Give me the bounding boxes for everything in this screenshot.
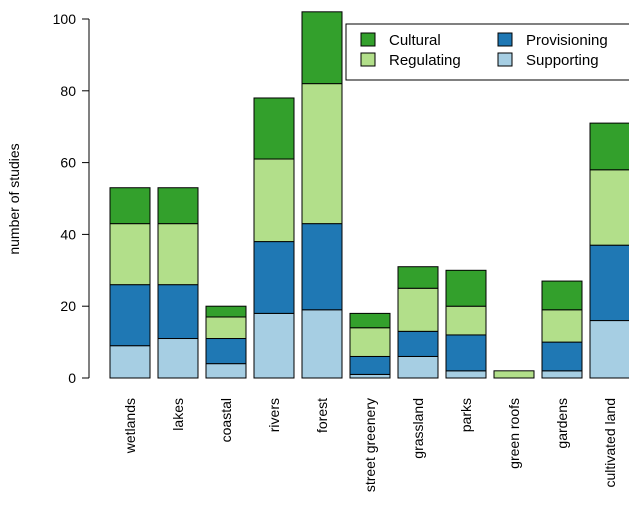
bar-segment-supporting bbox=[589, 320, 629, 379]
legend-label: Supporting bbox=[526, 52, 599, 69]
legend-item: Cultural bbox=[360, 32, 441, 49]
legend-swatch bbox=[360, 32, 376, 47]
bar-segment-supporting bbox=[397, 355, 439, 379]
y-tick-label: 40 bbox=[60, 226, 76, 242]
bar-segment-provisioning bbox=[109, 284, 151, 347]
x-tick-label: lakes bbox=[170, 398, 186, 431]
x-tick-label: grassland bbox=[410, 398, 426, 459]
bar-stack bbox=[349, 312, 391, 379]
bar-segment-provisioning bbox=[349, 355, 391, 375]
legend-swatch bbox=[360, 52, 376, 67]
x-tick-label: coastal bbox=[218, 398, 234, 442]
bar-segment-supporting bbox=[205, 363, 247, 379]
y-tick-label: 60 bbox=[60, 155, 76, 171]
bar-stack bbox=[589, 122, 629, 379]
bar-segment-regulating bbox=[205, 316, 247, 340]
x-tick-label: street greenery bbox=[362, 398, 378, 492]
bar-segment-cultural bbox=[253, 97, 295, 160]
bar-segment-regulating bbox=[397, 287, 439, 332]
bar-stack bbox=[445, 269, 487, 379]
bar-stack bbox=[301, 11, 343, 379]
bar-segment-cultural bbox=[301, 11, 343, 85]
legend-swatch bbox=[497, 52, 513, 67]
bar-segment-provisioning bbox=[541, 341, 583, 372]
x-tick-label: green roofs bbox=[506, 398, 522, 469]
x-tick-label: cultivated land bbox=[602, 398, 618, 488]
bar-segment-provisioning bbox=[589, 244, 629, 322]
bar-segment-cultural bbox=[349, 312, 391, 329]
y-tick-label: 80 bbox=[60, 83, 76, 99]
legend-label: Provisioning bbox=[526, 32, 608, 49]
bar-segment-provisioning bbox=[253, 241, 295, 314]
legend-item: Provisioning bbox=[497, 32, 608, 49]
bar-stack bbox=[397, 266, 439, 379]
x-tick-label: gardens bbox=[554, 398, 570, 449]
bar-segment-supporting bbox=[301, 309, 343, 379]
legend-box bbox=[345, 23, 629, 81]
y-tick-label: 20 bbox=[60, 298, 76, 314]
bar-segment-cultural bbox=[157, 187, 199, 225]
bar-segment-cultural bbox=[109, 187, 151, 225]
bar-segment-provisioning bbox=[301, 223, 343, 311]
bar-segment-regulating bbox=[541, 309, 583, 343]
legend-label: Regulating bbox=[389, 52, 461, 69]
bar-segment-regulating bbox=[157, 223, 199, 286]
legend: Cultural Provisioning Regulating Supporting bbox=[345, 23, 629, 81]
bar-segment-supporting bbox=[253, 312, 295, 379]
legend-item: Supporting bbox=[497, 52, 599, 69]
bar-segment-supporting bbox=[541, 370, 583, 379]
bar-segment-provisioning bbox=[205, 338, 247, 365]
x-tick-label: wetlands bbox=[122, 398, 138, 454]
bar-segment-supporting bbox=[349, 373, 391, 379]
x-tick-label: forest bbox=[314, 398, 330, 433]
x-tick-label: parks bbox=[458, 398, 474, 432]
legend-label: Cultural bbox=[389, 32, 441, 49]
bar-segment-regulating bbox=[349, 327, 391, 357]
bar-segment-regulating bbox=[253, 158, 295, 243]
bar-segment-cultural bbox=[397, 266, 439, 289]
bar-segment-regulating bbox=[445, 305, 487, 336]
bar-segment-supporting bbox=[157, 338, 199, 379]
bar-segment-regulating bbox=[109, 223, 151, 286]
bar-segment-cultural bbox=[541, 280, 583, 311]
x-tick-labels: wetlands lakes coastal rivers forest street g… bbox=[122, 398, 618, 492]
y-axis: 0 20 40 60 80 100 bbox=[53, 11, 90, 386]
bar-stack bbox=[157, 187, 199, 379]
bar-segment-supporting bbox=[109, 345, 151, 379]
bar-segment-regulating bbox=[493, 370, 535, 379]
x-tick-label: rivers bbox=[266, 398, 282, 432]
bar-segment-provisioning bbox=[397, 330, 439, 357]
bar-segment-provisioning bbox=[445, 334, 487, 372]
bar-stack bbox=[541, 280, 583, 379]
bars bbox=[109, 11, 629, 379]
bar-stack bbox=[205, 305, 247, 379]
bar-segment-regulating bbox=[301, 83, 343, 225]
bar-segment-provisioning bbox=[157, 284, 199, 340]
bar-stack bbox=[493, 370, 535, 379]
bar-stack bbox=[109, 187, 151, 379]
bar-segment-supporting bbox=[445, 370, 487, 379]
bar-segment-cultural bbox=[445, 269, 487, 307]
y-tick-label: 0 bbox=[68, 370, 76, 386]
bar-segment-cultural bbox=[589, 122, 629, 171]
y-tick-label: 100 bbox=[53, 11, 77, 27]
bar-segment-cultural bbox=[205, 305, 247, 318]
bar-segment-regulating bbox=[589, 169, 629, 246]
y-axis-title: number of studies bbox=[6, 143, 22, 254]
legend-item: Regulating bbox=[360, 52, 461, 69]
legend-swatch bbox=[497, 32, 513, 47]
bar-stack bbox=[253, 97, 295, 379]
